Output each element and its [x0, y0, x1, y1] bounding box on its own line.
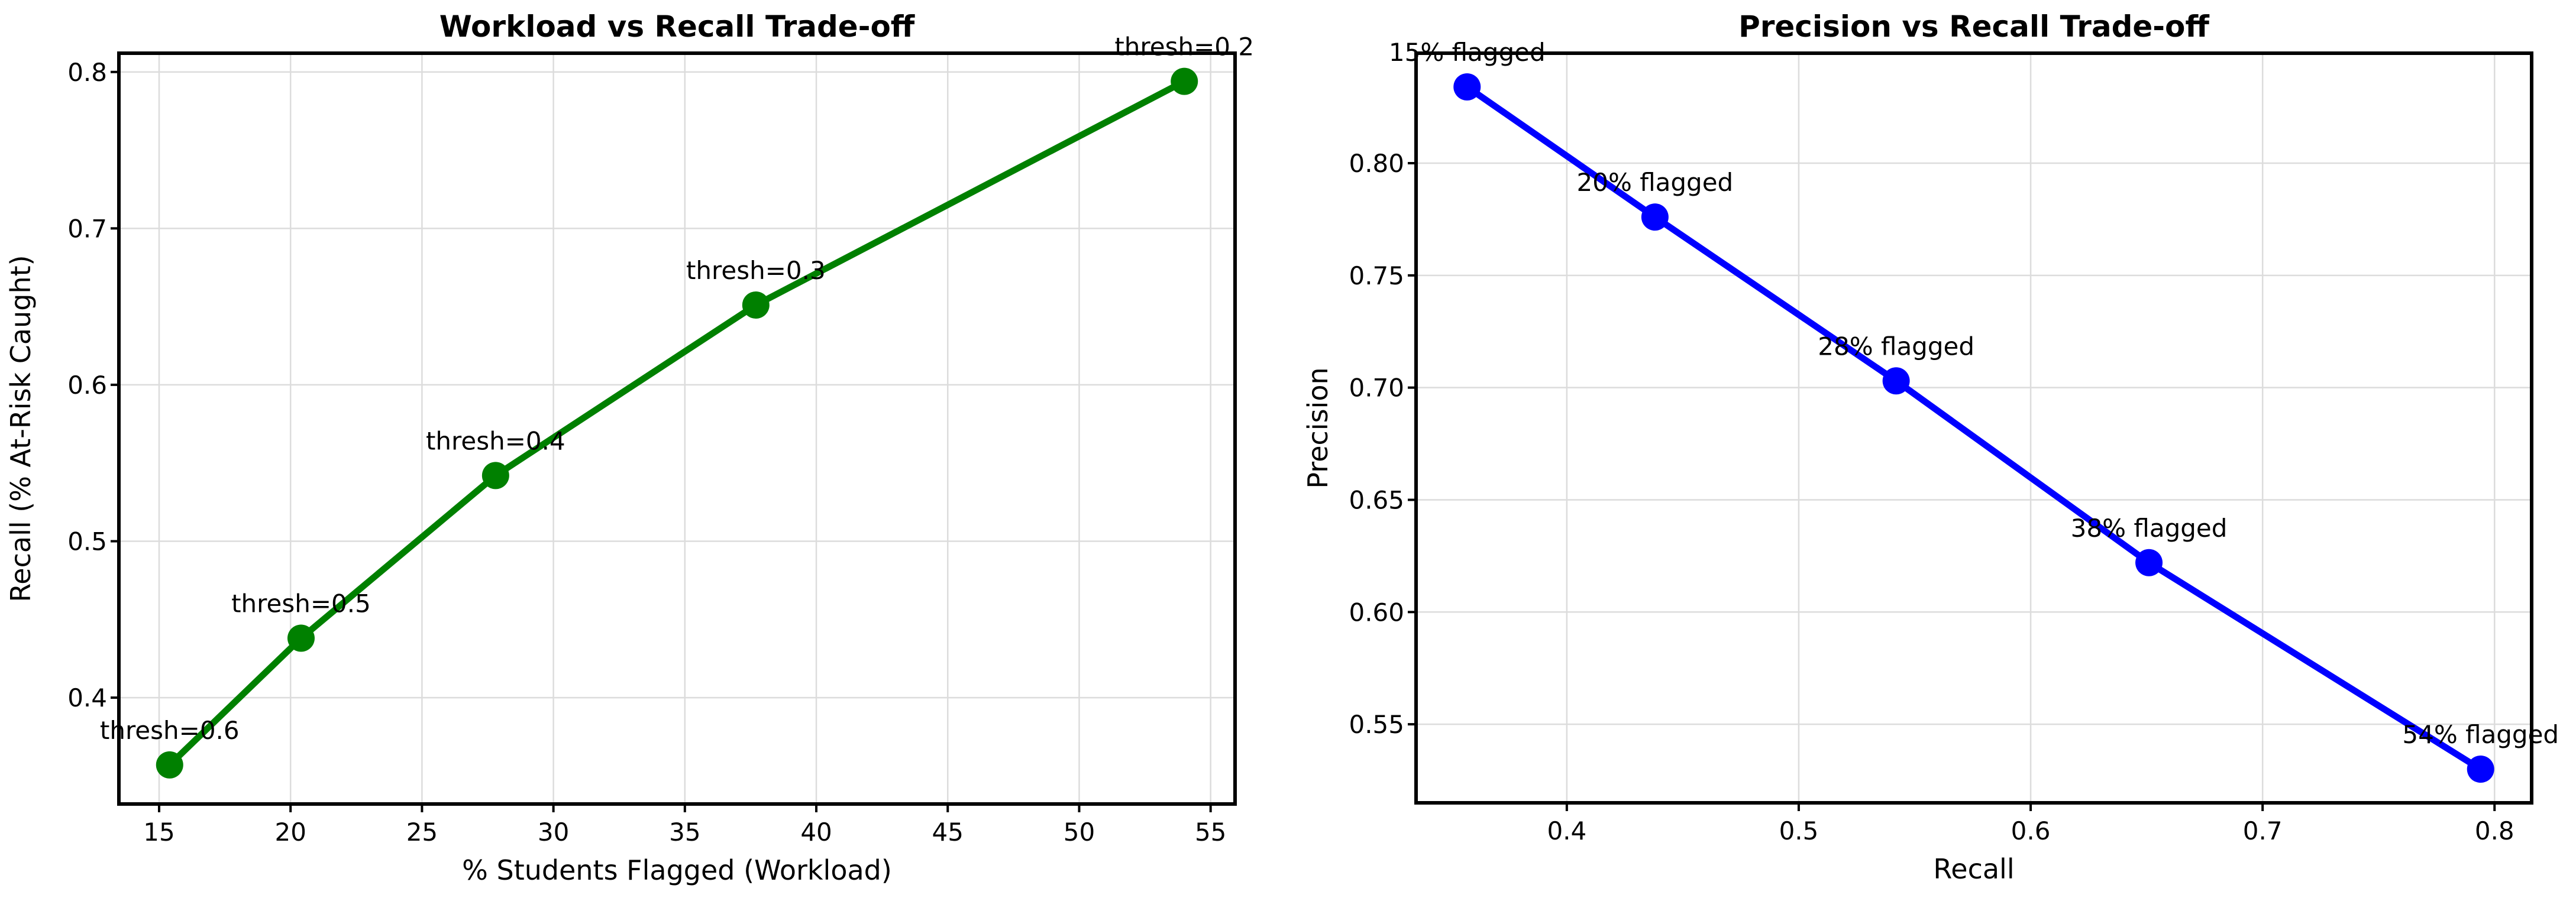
- y-tick-label: 0.4: [67, 683, 107, 712]
- precision-vs-recall-chart: 0.4 0.5 0.6 0.7 0.8 0.55 0.60 0.65 0.70 0.75 0.80 P…: [1302, 9, 2559, 885]
- y-tick-label: 0.5: [67, 527, 107, 556]
- x-tick-label: 55: [1195, 818, 1226, 847]
- data-point-marker: [1453, 73, 1481, 101]
- y-tick-label: 0.8: [67, 58, 107, 87]
- data-point-marker: [1882, 367, 1910, 395]
- data-points: 15% flagged 20% flagged 28% flagged 38% fla…: [1389, 38, 2559, 783]
- point-annotation: 15% flagged: [1389, 38, 1546, 67]
- point-annotation: thresh=0.2: [1114, 33, 1254, 61]
- x-tick-label: 25: [406, 818, 438, 847]
- series-line: [166, 78, 1188, 769]
- axes-spines: [117, 51, 1237, 806]
- y-tick-label: 0.7: [67, 214, 107, 243]
- workload-vs-recall-chart: 15 20 25 30 35 40 45 50 55 0.4 0.5 0.6 0.7 0.8 Workloa…: [5, 9, 1254, 886]
- x-tick-label: 0.8: [2475, 816, 2514, 845]
- y-axis-label: Precision: [1302, 367, 1334, 488]
- point-annotation: thresh=0.3: [686, 256, 826, 285]
- data-point-marker: [481, 462, 509, 489]
- y-tick-label: 0.75: [1349, 261, 1404, 290]
- x-axis: 0.4 0.5 0.6 0.7 0.8: [1547, 803, 2514, 845]
- y-tick-label: 0.60: [1349, 598, 1404, 627]
- x-tick-label: 0.5: [1779, 816, 1819, 845]
- point-annotation: thresh=0.4: [426, 426, 565, 455]
- x-tick-label: 40: [800, 818, 832, 847]
- data-point-marker: [1641, 203, 1669, 231]
- x-tick-label: 30: [538, 818, 569, 847]
- x-tick-label: 15: [143, 818, 174, 847]
- point-annotation: 28% flagged: [1818, 332, 1974, 361]
- chart-title: Workload vs Recall Trade-off: [439, 9, 915, 44]
- y-axis: 0.55 0.60 0.65 0.70 0.75 0.80: [1349, 149, 1416, 739]
- grid: [119, 53, 1235, 804]
- y-tick-label: 0.70: [1349, 374, 1404, 403]
- data-point-marker: [2467, 756, 2494, 783]
- y-tick-label: 0.55: [1349, 710, 1404, 739]
- axes-spines: [1414, 51, 2533, 805]
- x-axis-label: Recall: [1933, 853, 2014, 885]
- x-axis: 15 20 25 30 35 40 45 50 55: [143, 804, 1226, 847]
- grid: [1416, 53, 2532, 803]
- x-tick-label: 0.6: [2011, 816, 2051, 845]
- y-tick-label: 0.65: [1349, 485, 1404, 514]
- point-annotation: 54% flagged: [2402, 720, 2559, 749]
- x-tick-label: 0.7: [2243, 816, 2283, 845]
- x-tick-label: 45: [932, 818, 964, 847]
- chart-title: Precision vs Recall Trade-off: [1738, 9, 2209, 44]
- data-points: thresh=0.6 thresh=0.5 thresh=0.4 thresh=0.3…: [100, 33, 1254, 779]
- point-annotation: thresh=0.6: [100, 716, 240, 745]
- data-point-marker: [156, 751, 183, 779]
- y-axis-label: Recall (% At-Risk Caught): [5, 255, 37, 602]
- x-tick-label: 0.4: [1547, 816, 1586, 845]
- y-tick-label: 0.80: [1349, 149, 1404, 178]
- data-point-marker: [287, 624, 315, 652]
- x-tick-label: 20: [274, 818, 306, 847]
- x-tick-label: 50: [1064, 818, 1095, 847]
- x-axis-label: % Students Flagged (Workload): [462, 854, 892, 886]
- data-point-marker: [742, 291, 770, 319]
- y-axis: 0.4 0.5 0.6 0.7 0.8: [67, 58, 119, 712]
- point-annotation: 38% flagged: [2071, 514, 2228, 543]
- x-tick-label: 35: [669, 818, 700, 847]
- data-point-marker: [1171, 67, 1198, 95]
- point-annotation: 20% flagged: [1577, 168, 1734, 197]
- y-tick-label: 0.6: [67, 371, 107, 400]
- point-annotation: thresh=0.5: [231, 589, 371, 618]
- data-point-marker: [2135, 549, 2163, 576]
